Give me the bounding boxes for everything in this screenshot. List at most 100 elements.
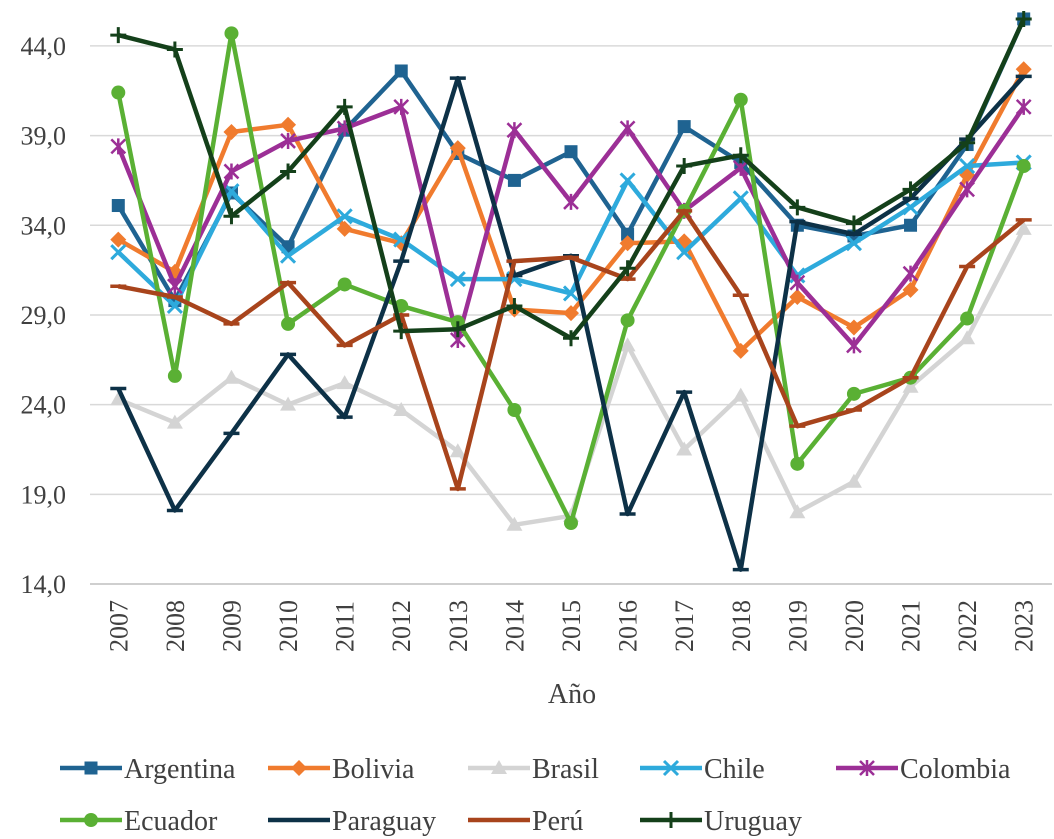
- legend-label: Uruguay: [704, 806, 802, 837]
- data-point-uruguay: [619, 260, 636, 277]
- x-tick-label: 2016: [614, 600, 643, 652]
- x-tick-label: 2023: [1010, 600, 1039, 652]
- legend-item-chile: Chile: [640, 754, 765, 785]
- data-point-bolivia: [280, 116, 297, 133]
- data-point-chile: [562, 285, 580, 302]
- data-point-chile: [959, 157, 976, 175]
- data-point-ecuador: [281, 316, 296, 331]
- data-point-brasil: [506, 516, 523, 531]
- data-point-colombia: [166, 278, 183, 295]
- x-tick-label: 2009: [217, 600, 246, 652]
- data-point-brasil: [676, 441, 693, 456]
- data-point-bolivia: [845, 319, 862, 336]
- data-point-chile: [279, 247, 297, 264]
- data-point-ecuador: [564, 516, 578, 531]
- data-point-colombia: [110, 138, 127, 155]
- x-axis-title: Año: [548, 679, 596, 710]
- y-axis-ticks: 14,0 19,0 24,0 29,0 34,0 39,0 44,0: [21, 32, 67, 599]
- data-point-brasil: [449, 443, 466, 458]
- legend-label: Colombia: [900, 754, 1011, 785]
- data-point-bolivia: [449, 140, 466, 157]
- y-tick-label: 29,0: [21, 301, 67, 330]
- data-point-bolivia: [110, 231, 127, 248]
- y-tick-label: 24,0: [21, 391, 67, 420]
- x-tick-label: 2013: [444, 600, 473, 652]
- data-point-chile: [449, 271, 466, 288]
- x-tick-label: 2020: [840, 600, 869, 652]
- legend-label: Chile: [704, 754, 765, 785]
- legend-item-paraguay: Paraguay: [268, 806, 436, 837]
- data-point-uruguay: [902, 181, 919, 198]
- series-brasil: [110, 220, 1032, 531]
- legend-label: Perú: [532, 806, 583, 837]
- legend-marker-colombia: [859, 760, 875, 776]
- legend-item-brasil: Brasil: [468, 754, 599, 785]
- data-point-colombia: [563, 193, 579, 210]
- legend-marker-brasil: [491, 760, 507, 774]
- data-point-uruguay: [563, 330, 579, 347]
- data-point-ecuador: [790, 456, 805, 471]
- x-tick-label: 2010: [274, 600, 303, 652]
- data-point-brasil: [1015, 220, 1032, 235]
- data-point-bolivia: [1015, 61, 1032, 78]
- series-peru: [110, 208, 1032, 492]
- legend-marker-bolivia: [291, 760, 307, 776]
- data-point-argentina: [111, 199, 125, 213]
- data-point-brasil: [789, 504, 806, 519]
- data-point-chile: [336, 208, 353, 225]
- data-point-brasil: [223, 369, 240, 384]
- data-point-brasil: [959, 330, 976, 345]
- data-point-argentina: [564, 145, 578, 159]
- data-point-bolivia: [619, 235, 636, 252]
- legend-label: Ecuador: [124, 806, 218, 837]
- x-axis-ticks: 2007 2008 2009 2010 2011 2012 2013 2014 2015 2016…: [104, 600, 1038, 652]
- series-uruguay: [110, 10, 1032, 347]
- data-point-chile: [845, 235, 863, 252]
- x-tick-label: 2007: [104, 600, 133, 652]
- legend-label: Paraguay: [332, 806, 436, 837]
- x-tick-label: 2015: [557, 600, 586, 652]
- series-chile: [110, 154, 1032, 315]
- data-point-brasil: [902, 378, 919, 393]
- data-point-ecuador: [507, 403, 522, 418]
- data-point-ecuador: [167, 368, 182, 383]
- y-tick-label: 39,0: [21, 122, 67, 151]
- data-point-chile: [619, 172, 636, 189]
- data-point-colombia: [1015, 98, 1032, 115]
- legend-label: Argentina: [124, 754, 236, 785]
- data-point-colombia: [959, 181, 976, 198]
- data-point-colombia: [846, 337, 862, 354]
- data-point-chile: [110, 244, 127, 261]
- data-point-uruguay: [676, 158, 693, 175]
- data-point-colombia: [902, 265, 919, 282]
- data-point-colombia: [789, 274, 806, 291]
- series-bolivia: [110, 61, 1032, 359]
- data-point-uruguay: [1015, 10, 1032, 27]
- x-tick-label: 2011: [331, 601, 360, 652]
- data-point-uruguay: [223, 208, 240, 225]
- data-point-bolivia: [732, 342, 749, 359]
- data-point-bolivia: [789, 289, 806, 305]
- data-point-uruguay: [280, 163, 297, 180]
- data-point-brasil: [393, 402, 410, 417]
- data-point-ecuador: [620, 313, 635, 328]
- data-point-uruguay: [732, 147, 749, 164]
- series-line-peru: [117, 208, 1026, 492]
- data-point-colombia: [223, 163, 240, 180]
- y-tick-label: 34,0: [21, 211, 67, 240]
- data-point-argentina: [394, 64, 408, 78]
- data-point-brasil: [166, 414, 183, 429]
- legend-item-peru: Perú: [468, 806, 583, 837]
- legend-marker-chile: [662, 759, 680, 777]
- data-point-uruguay: [336, 98, 353, 115]
- legend-marker-argentina: [84, 761, 98, 775]
- data-point-colombia: [619, 120, 636, 137]
- data-point-ecuador: [960, 311, 975, 326]
- data-point-chile: [732, 190, 749, 207]
- legend: Argentina Bolivia Brasil Chile Colombia Ecuad…: [60, 754, 1011, 837]
- x-tick-label: 2012: [387, 600, 416, 652]
- series-group: [110, 10, 1032, 572]
- data-point-colombia: [506, 122, 523, 139]
- series-line-brasil: [117, 227, 1026, 528]
